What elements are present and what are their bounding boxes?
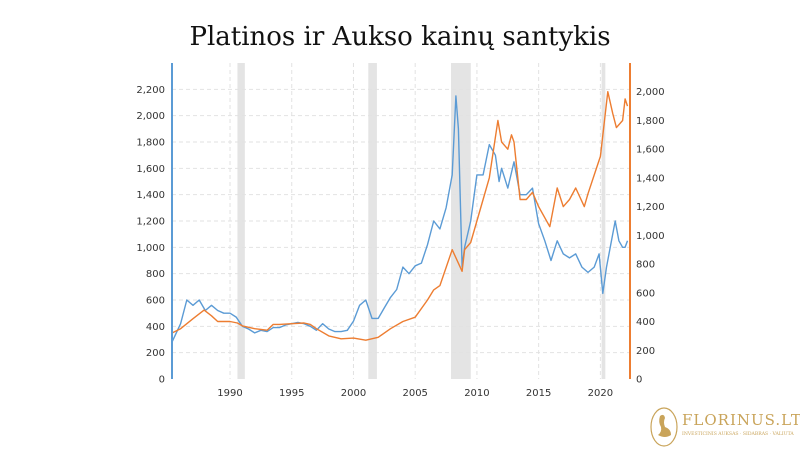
left-tick-label: 400: [146, 322, 165, 333]
x-tick-label: 2010: [464, 388, 489, 399]
left-tick-label: 800: [146, 269, 165, 280]
left-tick-label: 1,400: [136, 190, 165, 201]
left-tick-label: 1,200: [136, 217, 165, 228]
x-tick-label: 2020: [588, 388, 613, 399]
right-tick-label: 400: [636, 317, 655, 328]
left-tick-label: 2,200: [136, 85, 165, 96]
right-tick-label: 1,600: [636, 145, 665, 156]
left-tick-label: 200: [146, 348, 165, 359]
right-tick-label: 1,800: [636, 116, 665, 127]
right-tick-label: 1,200: [636, 202, 665, 213]
x-tick-label: 1990: [217, 388, 242, 399]
x-tick-label: 1995: [279, 388, 304, 399]
logo-emblem-icon: [650, 407, 678, 447]
logo-tagline: INVESTICINIS AUKSAS · SIDABRAS · VALIUTA: [682, 432, 794, 437]
recession-band: [368, 63, 377, 379]
x-tick-label: 2005: [402, 388, 427, 399]
left-tick-label: 1,000: [136, 243, 165, 254]
left-tick-label: 2,000: [136, 111, 165, 122]
right-tick-label: 0: [636, 375, 642, 386]
x-tick-label: 2000: [341, 388, 366, 399]
left-tick-label: 1,600: [136, 164, 165, 175]
left-tick-label: 600: [146, 296, 165, 307]
right-tick-label: 1,400: [636, 173, 665, 184]
left-tick-label: 0: [159, 375, 165, 386]
axes: 0 200 400 600 800 1,000 1,200 1,400 1,600 1,800 2,…: [136, 63, 665, 399]
gold-line: [171, 90, 629, 341]
right-tick-label: 200: [636, 346, 655, 357]
series-lines: [171, 90, 629, 343]
platinum-line: [171, 95, 629, 343]
right-tick-label: 2,000: [636, 87, 665, 98]
logo-name: FLORINUS.LT: [682, 411, 800, 429]
x-tick-label: 2015: [526, 388, 551, 399]
recession-band: [601, 63, 606, 379]
right-tick-label: 600: [636, 288, 655, 299]
right-tick-label: 800: [636, 260, 655, 271]
florinus-logo: FLORINUS.LT INVESTICINIS AUKSAS · SIDABR…: [646, 405, 800, 449]
recession-band: [237, 63, 245, 379]
right-tick-label: 1,000: [636, 231, 665, 242]
left-tick-label: 1,800: [136, 138, 165, 149]
chart-title: Platinos ir Aukso kainų santykis: [189, 22, 611, 52]
